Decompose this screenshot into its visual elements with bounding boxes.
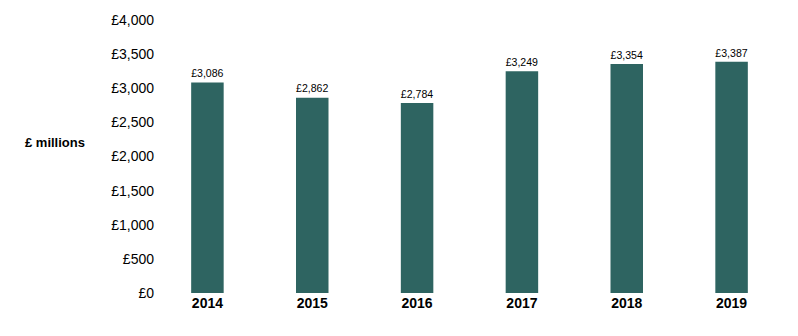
svg-text:2018: 2018 xyxy=(611,295,642,311)
svg-text:£3,500: £3,500 xyxy=(111,46,154,62)
svg-text:£3,249: £3,249 xyxy=(506,56,538,68)
svg-text:£3,000: £3,000 xyxy=(111,80,154,96)
svg-text:2016: 2016 xyxy=(402,295,433,311)
svg-text:£2,000: £2,000 xyxy=(111,148,154,164)
svg-text:£1,000: £1,000 xyxy=(111,217,154,233)
svg-text:£2,862: £2,862 xyxy=(296,82,328,94)
svg-text:£3,354: £3,354 xyxy=(611,49,643,61)
svg-text:£2,500: £2,500 xyxy=(111,114,154,130)
svg-text:£3,387: £3,387 xyxy=(715,47,747,59)
svg-text:2014: 2014 xyxy=(192,295,223,311)
svg-text:£4,000: £4,000 xyxy=(111,12,154,28)
svg-text:£3,086: £3,086 xyxy=(191,67,223,79)
svg-text:2019: 2019 xyxy=(716,295,747,311)
svg-text:£1,500: £1,500 xyxy=(111,183,154,199)
svg-text:£2,784: £2,784 xyxy=(401,88,433,100)
svg-text:2015: 2015 xyxy=(297,295,328,311)
svg-text:£ millions: £ millions xyxy=(25,135,85,150)
svg-text:£500: £500 xyxy=(123,251,154,267)
svg-text:£0: £0 xyxy=(138,285,154,301)
svg-text:2017: 2017 xyxy=(506,295,537,311)
